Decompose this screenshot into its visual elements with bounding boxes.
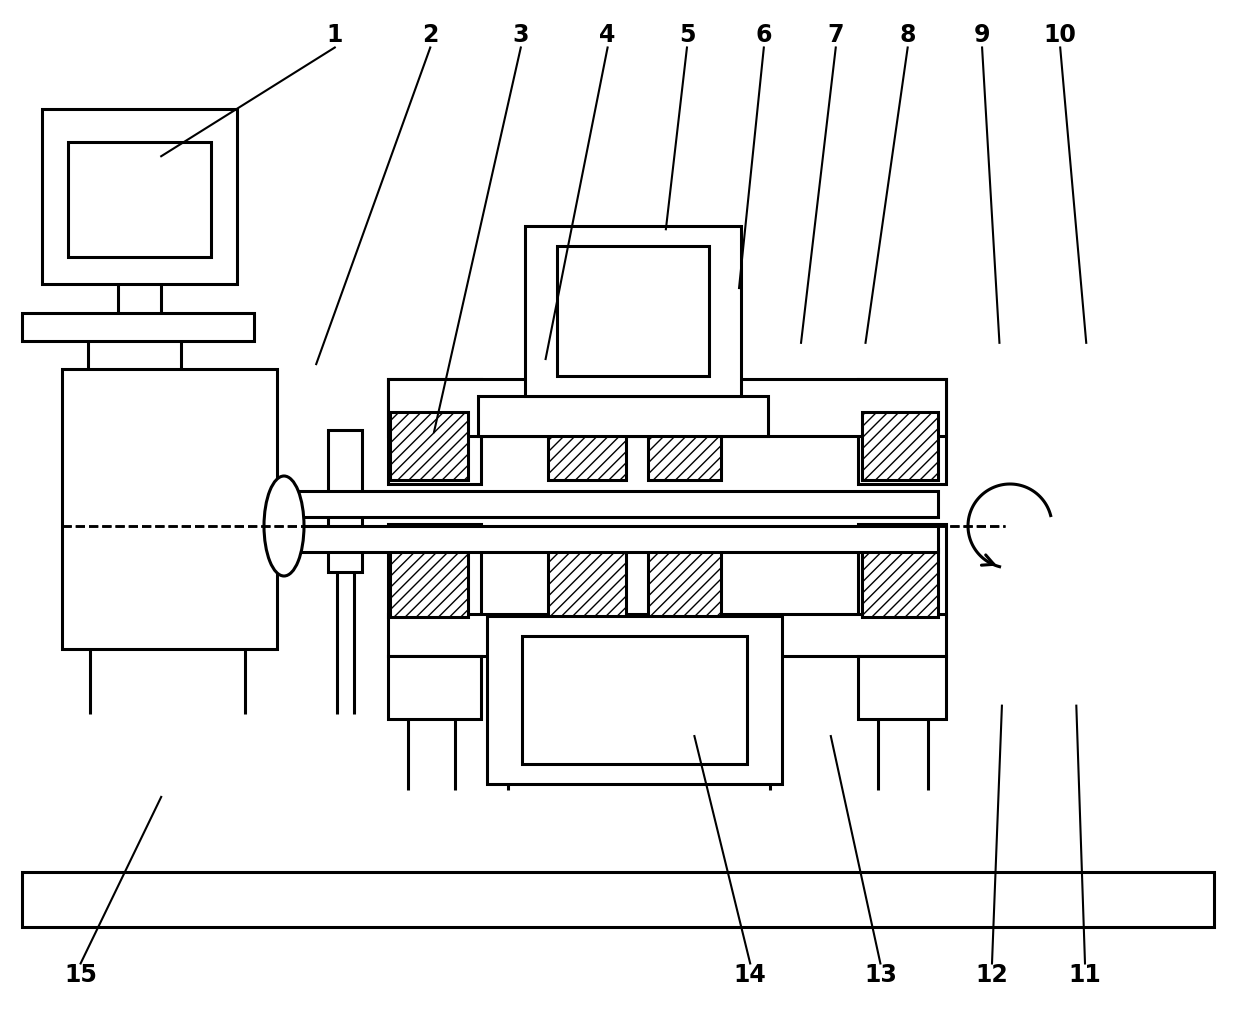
- Bar: [862, 549, 937, 617]
- Text: 1: 1: [326, 23, 343, 48]
- Text: 4: 4: [599, 23, 616, 48]
- Bar: [42, 108, 237, 284]
- Bar: [388, 379, 481, 484]
- Bar: [862, 412, 937, 480]
- Text: 7: 7: [827, 23, 844, 48]
- Text: 6: 6: [755, 23, 773, 48]
- Bar: [388, 524, 481, 617]
- Bar: [548, 412, 626, 480]
- Bar: [487, 615, 782, 784]
- Bar: [62, 369, 277, 649]
- Bar: [858, 524, 946, 617]
- Bar: [557, 246, 709, 376]
- Ellipse shape: [264, 476, 304, 576]
- Bar: [391, 549, 467, 617]
- Bar: [858, 379, 946, 484]
- Text: 3: 3: [512, 23, 529, 48]
- Text: 13: 13: [864, 963, 897, 988]
- Bar: [522, 636, 746, 764]
- Bar: [477, 396, 768, 436]
- Bar: [68, 142, 211, 257]
- Bar: [298, 526, 937, 552]
- Bar: [525, 226, 742, 396]
- Bar: [649, 412, 720, 480]
- Bar: [329, 430, 362, 572]
- Bar: [388, 656, 481, 719]
- Bar: [298, 491, 937, 517]
- Text: 8: 8: [899, 23, 916, 48]
- Text: 14: 14: [734, 963, 766, 988]
- Text: 5: 5: [678, 23, 696, 48]
- Bar: [388, 614, 946, 656]
- Text: 11: 11: [1069, 963, 1101, 988]
- Text: 15: 15: [64, 963, 97, 988]
- Bar: [22, 872, 1214, 927]
- Bar: [858, 656, 946, 719]
- Bar: [388, 379, 946, 436]
- Bar: [391, 412, 467, 480]
- Bar: [649, 549, 720, 617]
- Bar: [548, 549, 626, 617]
- Bar: [22, 313, 254, 341]
- Text: 10: 10: [1044, 23, 1076, 48]
- Text: 2: 2: [422, 23, 439, 48]
- Text: 9: 9: [973, 23, 991, 48]
- Text: 12: 12: [976, 963, 1008, 988]
